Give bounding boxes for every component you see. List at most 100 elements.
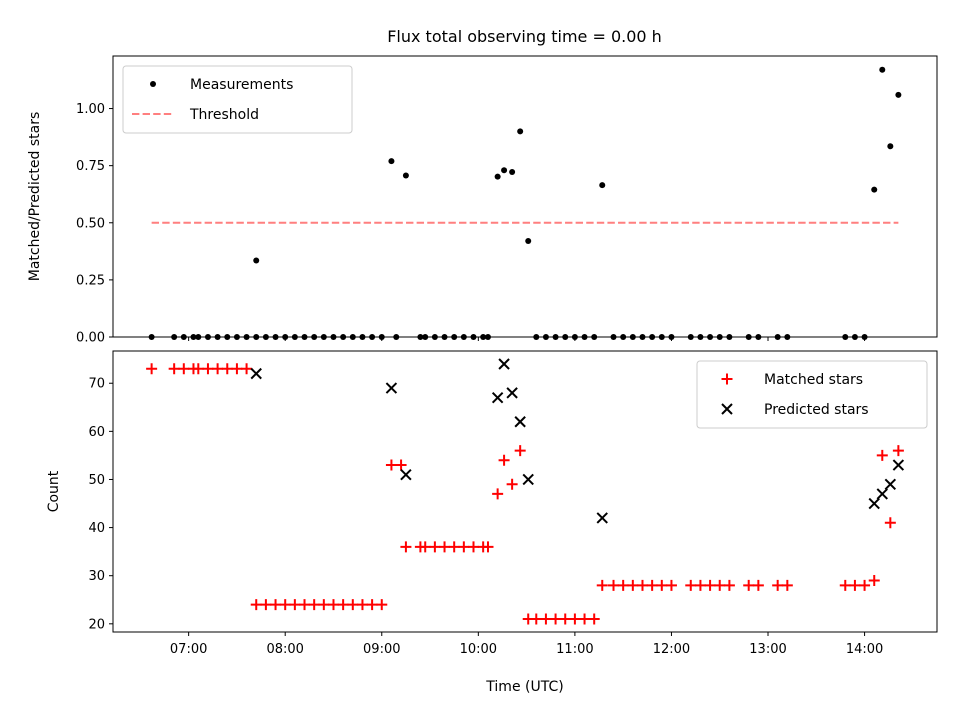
data-point <box>514 416 526 428</box>
data-point <box>514 445 526 457</box>
data-point <box>337 599 349 611</box>
data-point <box>665 579 677 591</box>
data-point <box>202 363 214 375</box>
data-point <box>385 382 398 394</box>
y-axis-label: Matched/Predicted stars <box>27 112 43 282</box>
legend: Matched stars Predicted stars <box>696 360 928 429</box>
data-point <box>212 363 224 375</box>
legend-label-threshold: Threshold <box>189 107 259 123</box>
data-point <box>656 579 668 591</box>
y-tick-label: 60 <box>88 425 105 440</box>
data-point <box>250 599 262 611</box>
data-point <box>525 238 532 245</box>
data-point <box>599 182 606 189</box>
data-point <box>327 599 339 611</box>
legend-swatch <box>721 403 733 415</box>
data-point <box>871 186 878 193</box>
data-point <box>704 579 716 591</box>
data-point <box>241 363 253 375</box>
x-axis-label: Time (UTC) <box>485 679 563 695</box>
data-point <box>596 579 608 591</box>
x-tick-label: 11:00 <box>556 642 593 657</box>
plot-frame <box>112 55 938 338</box>
x-tick-label: 07:00 <box>170 642 207 657</box>
data-point <box>859 579 871 591</box>
data-point <box>221 363 233 375</box>
data-point <box>347 599 359 611</box>
ratio-panel: 0.00 0.25 0.50 0.75 1.00 Matched/Predicted st… <box>27 55 938 346</box>
y-tick-label: 1.00 <box>76 102 105 117</box>
data-point <box>448 541 460 553</box>
data-point <box>419 541 431 553</box>
data-point <box>714 579 726 591</box>
data-point <box>376 599 388 611</box>
data-point <box>884 478 897 490</box>
data-point <box>299 599 311 611</box>
data-point <box>781 579 793 591</box>
data-point <box>522 473 534 486</box>
count-panel: 20 30 40 50 60 70 07:00 08:00 09:00 10:00 11:00 12:… <box>46 350 938 695</box>
data-point <box>178 363 190 375</box>
legend-swatch <box>721 373 733 385</box>
data-point <box>253 257 260 264</box>
data-point <box>289 599 301 611</box>
data-point <box>260 599 272 611</box>
x-tick-label: 09:00 <box>363 642 400 657</box>
data-point <box>694 579 706 591</box>
data-point <box>400 468 412 481</box>
legend-label-predicted-stars: Predicted stars <box>764 402 869 418</box>
data-point <box>752 579 764 591</box>
data-point <box>868 497 880 510</box>
y-tick-label: 30 <box>88 569 105 584</box>
data-point <box>868 575 880 587</box>
x-tick-label: 12:00 <box>653 642 690 657</box>
data-point <box>772 579 784 591</box>
data-point <box>318 599 330 611</box>
y-tick-label: 70 <box>88 377 105 392</box>
data-point <box>402 172 409 179</box>
data-point <box>506 478 518 490</box>
data-point <box>892 445 904 457</box>
data-point <box>723 579 735 591</box>
data-point <box>849 579 861 591</box>
x-tick-label: 14:00 <box>846 642 883 657</box>
data-point <box>468 541 479 553</box>
data-point <box>892 459 905 471</box>
y-tick-label: 40 <box>88 521 105 536</box>
data-point <box>168 363 180 375</box>
data-point <box>192 363 204 375</box>
data-point <box>895 91 902 98</box>
data-point <box>636 579 648 591</box>
data-point <box>743 579 755 591</box>
y-tick-label: 20 <box>88 617 105 632</box>
data-point <box>492 488 504 500</box>
data-point <box>617 579 629 591</box>
legend: Measurements Threshold <box>122 65 353 134</box>
data-point <box>308 599 320 611</box>
legend-label-matched-stars: Matched stars <box>764 372 863 388</box>
data-point <box>498 454 510 466</box>
data-point <box>579 613 591 625</box>
data-point <box>356 599 368 611</box>
data-point <box>879 66 886 73</box>
legend-swatch <box>150 81 156 87</box>
y-tick-label: 50 <box>88 473 105 488</box>
y-axis-label: Count <box>46 470 62 512</box>
data-point <box>517 128 524 135</box>
data-point <box>146 363 158 375</box>
legend-box <box>122 65 353 134</box>
data-point <box>559 613 571 625</box>
legend-label-measurements: Measurements <box>190 77 293 93</box>
data-point <box>550 613 562 625</box>
data-point <box>588 613 600 625</box>
data-point <box>491 391 504 404</box>
y-tick-label: 0.75 <box>76 159 105 174</box>
data-point <box>506 387 518 399</box>
data-point <box>501 167 508 174</box>
data-point <box>596 512 608 524</box>
data-point <box>685 579 697 591</box>
data-point <box>876 488 888 500</box>
data-point <box>498 358 510 370</box>
data-point <box>279 599 291 611</box>
data-point <box>458 541 470 553</box>
